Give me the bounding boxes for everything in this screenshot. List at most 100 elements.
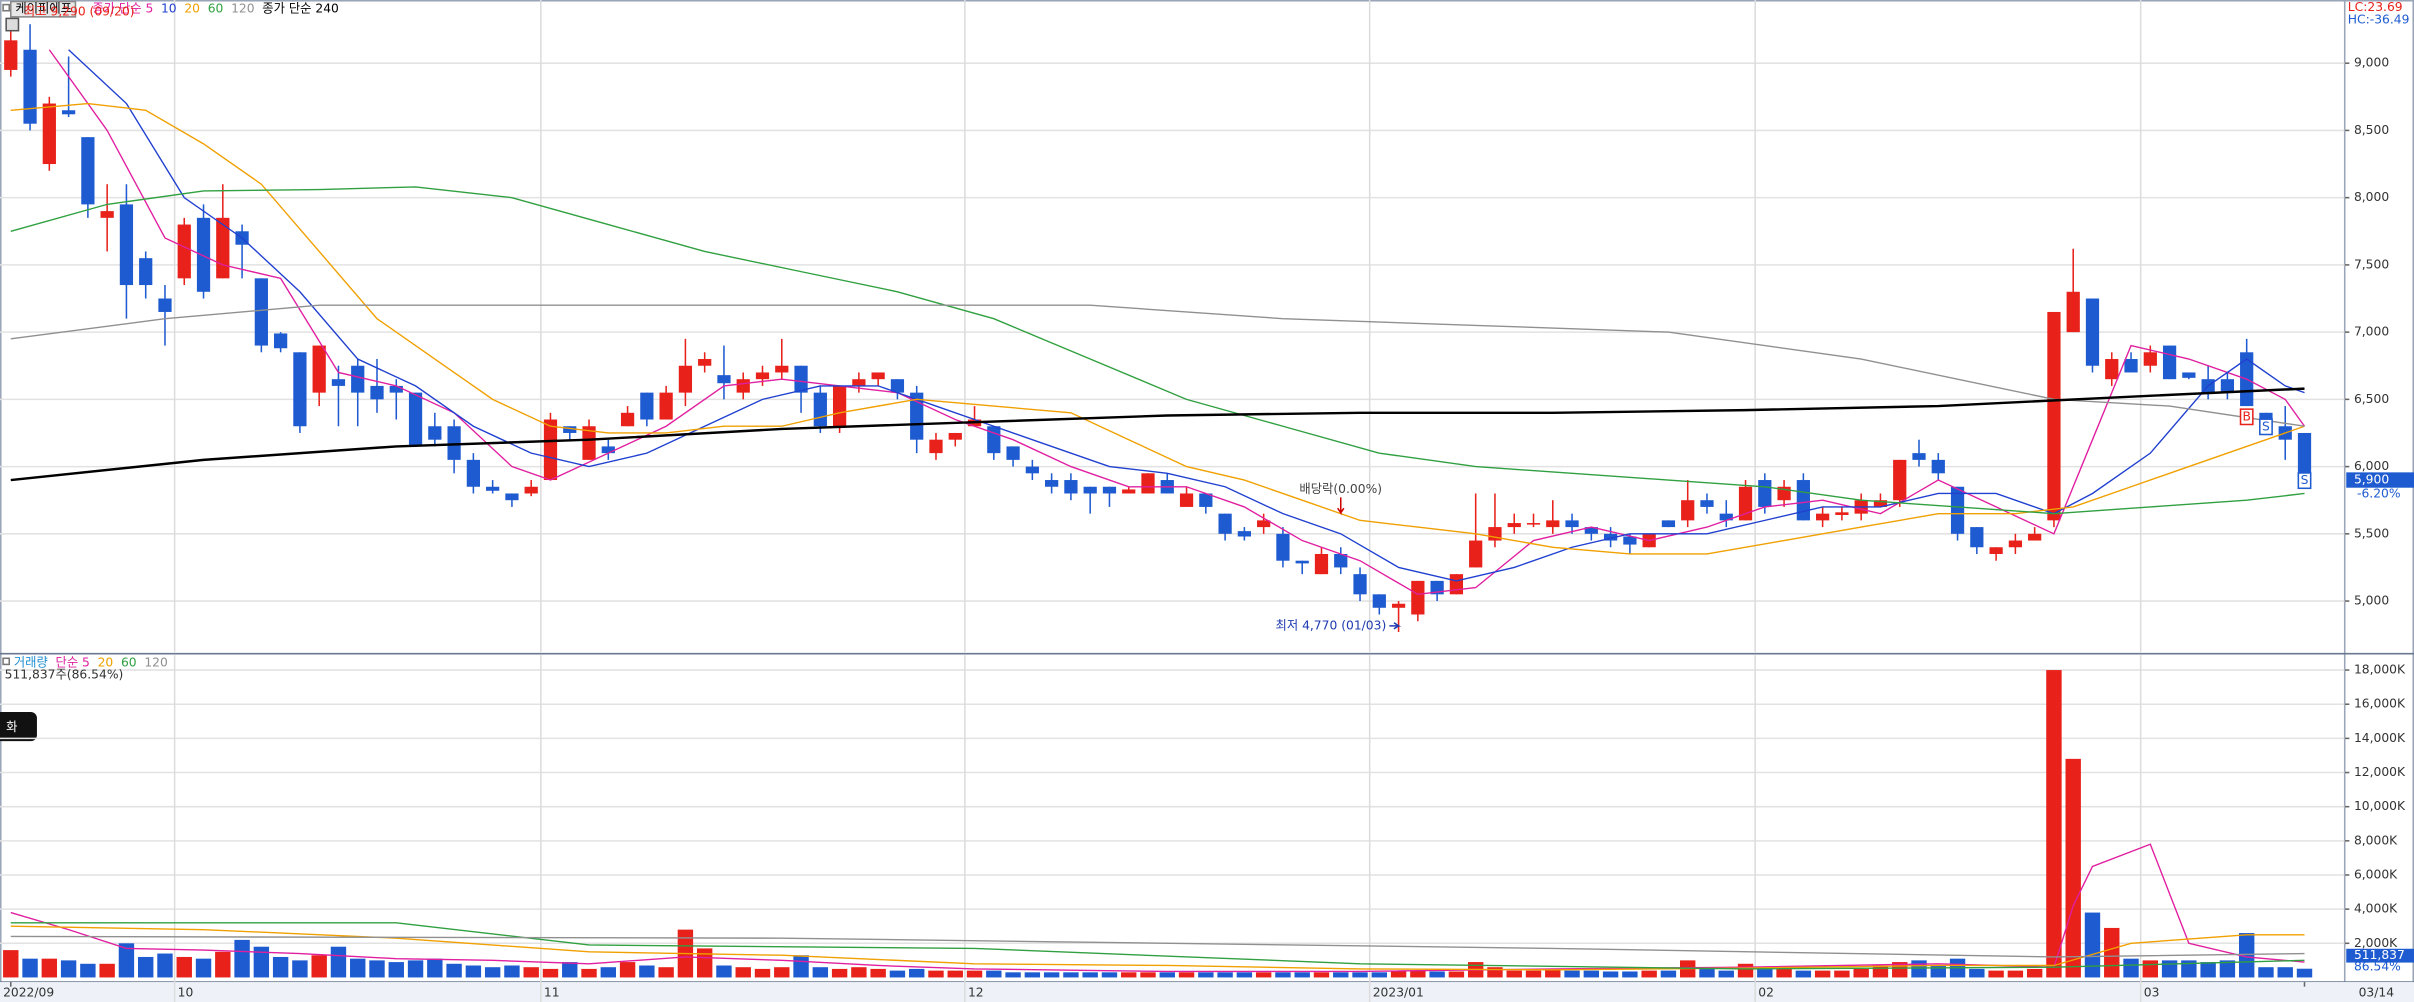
candle-body xyxy=(910,392,924,440)
candle-body xyxy=(1083,486,1097,494)
volume-bar xyxy=(1525,970,1542,978)
legend-item: 120 xyxy=(231,2,254,16)
candle-body xyxy=(2008,540,2023,548)
volume-bar xyxy=(2104,927,2120,978)
side-button-label[interactable]: 화 xyxy=(6,720,17,734)
volume-bar xyxy=(1159,972,1175,978)
candle-body xyxy=(1931,459,1945,474)
volume-bar xyxy=(639,965,655,978)
volume-bar xyxy=(2007,970,2024,978)
candle-body xyxy=(1835,512,1849,515)
candle-body xyxy=(1970,527,1984,548)
candle-body xyxy=(929,439,943,454)
volume-bar xyxy=(1005,972,1021,978)
volume-bar xyxy=(427,958,443,978)
volume-bar xyxy=(1313,972,1330,978)
volume-bar xyxy=(562,962,578,978)
candle-body xyxy=(100,211,114,218)
ratio-label: 86.54% xyxy=(2354,960,2401,974)
moving-average-line xyxy=(10,304,2305,427)
volume-bar xyxy=(2161,960,2178,978)
moving-average-line xyxy=(10,102,2305,555)
volume-bar xyxy=(311,955,327,978)
candle-body xyxy=(1873,500,1888,507)
signal-label: S xyxy=(2301,473,2309,487)
candle-body xyxy=(832,385,847,427)
y-tick-label: 8,000K xyxy=(2354,833,2398,847)
volume-bar xyxy=(176,956,192,978)
last-price-label: 5,900 xyxy=(2354,473,2389,487)
y-tick-label: 2,000K xyxy=(2354,936,2398,950)
side-button[interactable] xyxy=(0,711,37,742)
candle-body xyxy=(1661,520,1676,528)
x-tick-label: 12 xyxy=(968,985,984,999)
volume-bar xyxy=(1660,970,1677,978)
volume-bar xyxy=(292,960,308,978)
volume-bar xyxy=(1024,972,1041,978)
volume-bar xyxy=(60,960,77,978)
volume-info: 511,837주(86.54%) xyxy=(5,668,124,682)
candle-body xyxy=(1141,473,1155,494)
candle-body xyxy=(582,426,596,460)
y-tick-label: 5,000 xyxy=(2354,594,2389,608)
y-tick-label: 5,500 xyxy=(2354,526,2389,540)
volume-bar xyxy=(1371,972,1388,978)
volume-bar xyxy=(388,962,404,978)
volume-bar xyxy=(253,946,270,978)
candle-body xyxy=(1064,480,1078,494)
volume-bar xyxy=(407,960,424,978)
candle-body xyxy=(2143,352,2157,366)
volume-bar xyxy=(2142,960,2159,978)
volume-bar xyxy=(1853,968,1869,978)
candle-body xyxy=(813,392,827,427)
volume-bar xyxy=(2238,933,2255,978)
candle-body xyxy=(755,372,770,380)
candle-body xyxy=(389,385,403,393)
candle-body xyxy=(4,40,18,70)
x-tick-label: 2022/09 xyxy=(3,985,54,999)
volume-bar xyxy=(1834,970,1850,978)
candle-body xyxy=(1758,480,1772,507)
y-tick-label: 7,000 xyxy=(2354,325,2389,339)
high-annotation: 최고 9,290 (09/20) xyxy=(24,4,135,18)
volume-bar xyxy=(1545,968,1561,978)
candle-body xyxy=(2162,345,2177,380)
volume-bar xyxy=(1121,972,1137,978)
candle-body xyxy=(601,446,615,454)
candle-body xyxy=(1584,527,1598,534)
volume-bar xyxy=(1814,970,1831,978)
legend-item: 종가 단순 5 xyxy=(92,2,153,16)
legend-item: 120 xyxy=(144,655,167,669)
moving-average-line xyxy=(68,49,2305,582)
volume-bar xyxy=(41,958,58,978)
y-tick-label: 10,000K xyxy=(2354,799,2406,813)
volume-bar xyxy=(1178,972,1195,978)
volume-bar xyxy=(774,967,790,978)
candle-body xyxy=(1546,520,1560,528)
candle-body xyxy=(1989,547,2003,554)
candle-body xyxy=(717,375,731,384)
candle-body xyxy=(1700,500,1714,507)
volume-bar xyxy=(2084,912,2101,978)
volume-bar xyxy=(831,968,848,978)
volume-bar xyxy=(1737,963,1754,978)
volume-bar xyxy=(1718,970,1734,978)
volume-bar xyxy=(600,967,617,978)
candle-body xyxy=(1565,520,1579,528)
volume-bar xyxy=(1699,968,1715,978)
volume-bar xyxy=(696,948,713,978)
volume-bar xyxy=(2277,967,2293,978)
last-price-box xyxy=(2346,472,2414,488)
volume-bar xyxy=(504,965,520,978)
candle-body xyxy=(1006,446,1020,460)
candle-body xyxy=(2182,372,2196,378)
volume-bar xyxy=(2258,967,2274,978)
volume-bar xyxy=(1101,972,1118,978)
volume-bar xyxy=(1294,972,1310,978)
volume-bar xyxy=(1236,972,1253,978)
candle-body xyxy=(543,419,558,481)
volume-bar xyxy=(1872,965,1889,978)
volume-bar xyxy=(581,968,597,978)
candle-body xyxy=(1045,480,1059,487)
